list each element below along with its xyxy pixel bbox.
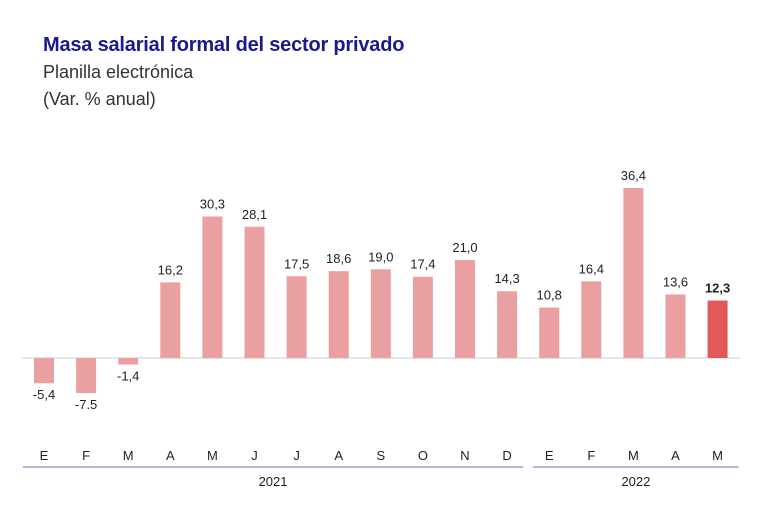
bar-1	[76, 358, 97, 394]
value-label-4: 30,3	[200, 196, 225, 211]
bar-3	[160, 282, 181, 358]
value-label-1: -7.5	[75, 397, 97, 412]
bar-2	[118, 358, 139, 365]
value-label-16: 12,3	[705, 281, 730, 296]
bar-9	[412, 276, 433, 358]
month-label-3: A	[166, 448, 175, 463]
value-label-13: 16,4	[579, 261, 604, 276]
value-label-7: 18,6	[326, 251, 351, 266]
bar-13	[581, 281, 602, 358]
bar-12	[539, 307, 560, 358]
value-label-14: 36,4	[621, 168, 646, 183]
value-label-2: -1,4	[117, 369, 139, 384]
value-label-5: 28,1	[242, 207, 267, 222]
value-label-3: 16,2	[158, 262, 183, 277]
value-label-10: 21,0	[452, 240, 477, 255]
month-label-2: M	[123, 448, 134, 463]
bar-16	[707, 300, 728, 358]
month-label-12: E	[545, 448, 554, 463]
month-label-1: F	[82, 448, 90, 463]
bar-6	[286, 276, 307, 358]
bar-11	[497, 291, 518, 358]
month-label-14: M	[628, 448, 639, 463]
chart-subtitle: Planilla electrónica	[43, 62, 194, 82]
bar-4	[202, 216, 223, 358]
value-label-12: 10,8	[537, 288, 562, 303]
month-label-6: J	[293, 448, 300, 463]
bar-7	[328, 271, 349, 358]
month-label-0: E	[40, 448, 49, 463]
month-label-7: A	[334, 448, 343, 463]
value-label-0: -5,4	[33, 387, 55, 402]
value-label-8: 19,0	[368, 249, 393, 264]
year-label-1: 2022	[621, 474, 650, 489]
year-label-0: 2021	[259, 474, 288, 489]
chart-title: Masa salarial formal del sector privado	[43, 34, 405, 56]
month-label-4: M	[207, 448, 218, 463]
bar-10	[455, 259, 475, 358]
bar-8	[370, 269, 391, 358]
month-label-8: S	[376, 448, 385, 463]
bar-5	[244, 226, 265, 358]
month-label-11: D	[502, 448, 511, 463]
month-label-9: O	[418, 448, 428, 463]
bar-0	[34, 358, 54, 384]
chart-unit-label: (Var. % anual)	[43, 89, 156, 109]
value-label-11: 14,3	[494, 271, 519, 286]
bar-15	[665, 294, 686, 358]
month-label-13: F	[587, 448, 595, 463]
month-label-5: J	[251, 448, 258, 463]
value-label-9: 17,4	[410, 257, 435, 272]
value-label-6: 17,5	[284, 256, 309, 271]
bar-14	[623, 188, 644, 358]
month-label-15: A	[671, 448, 680, 463]
month-label-16: M	[712, 448, 723, 463]
month-label-10: N	[460, 448, 469, 463]
value-label-15: 13,6	[663, 274, 688, 289]
